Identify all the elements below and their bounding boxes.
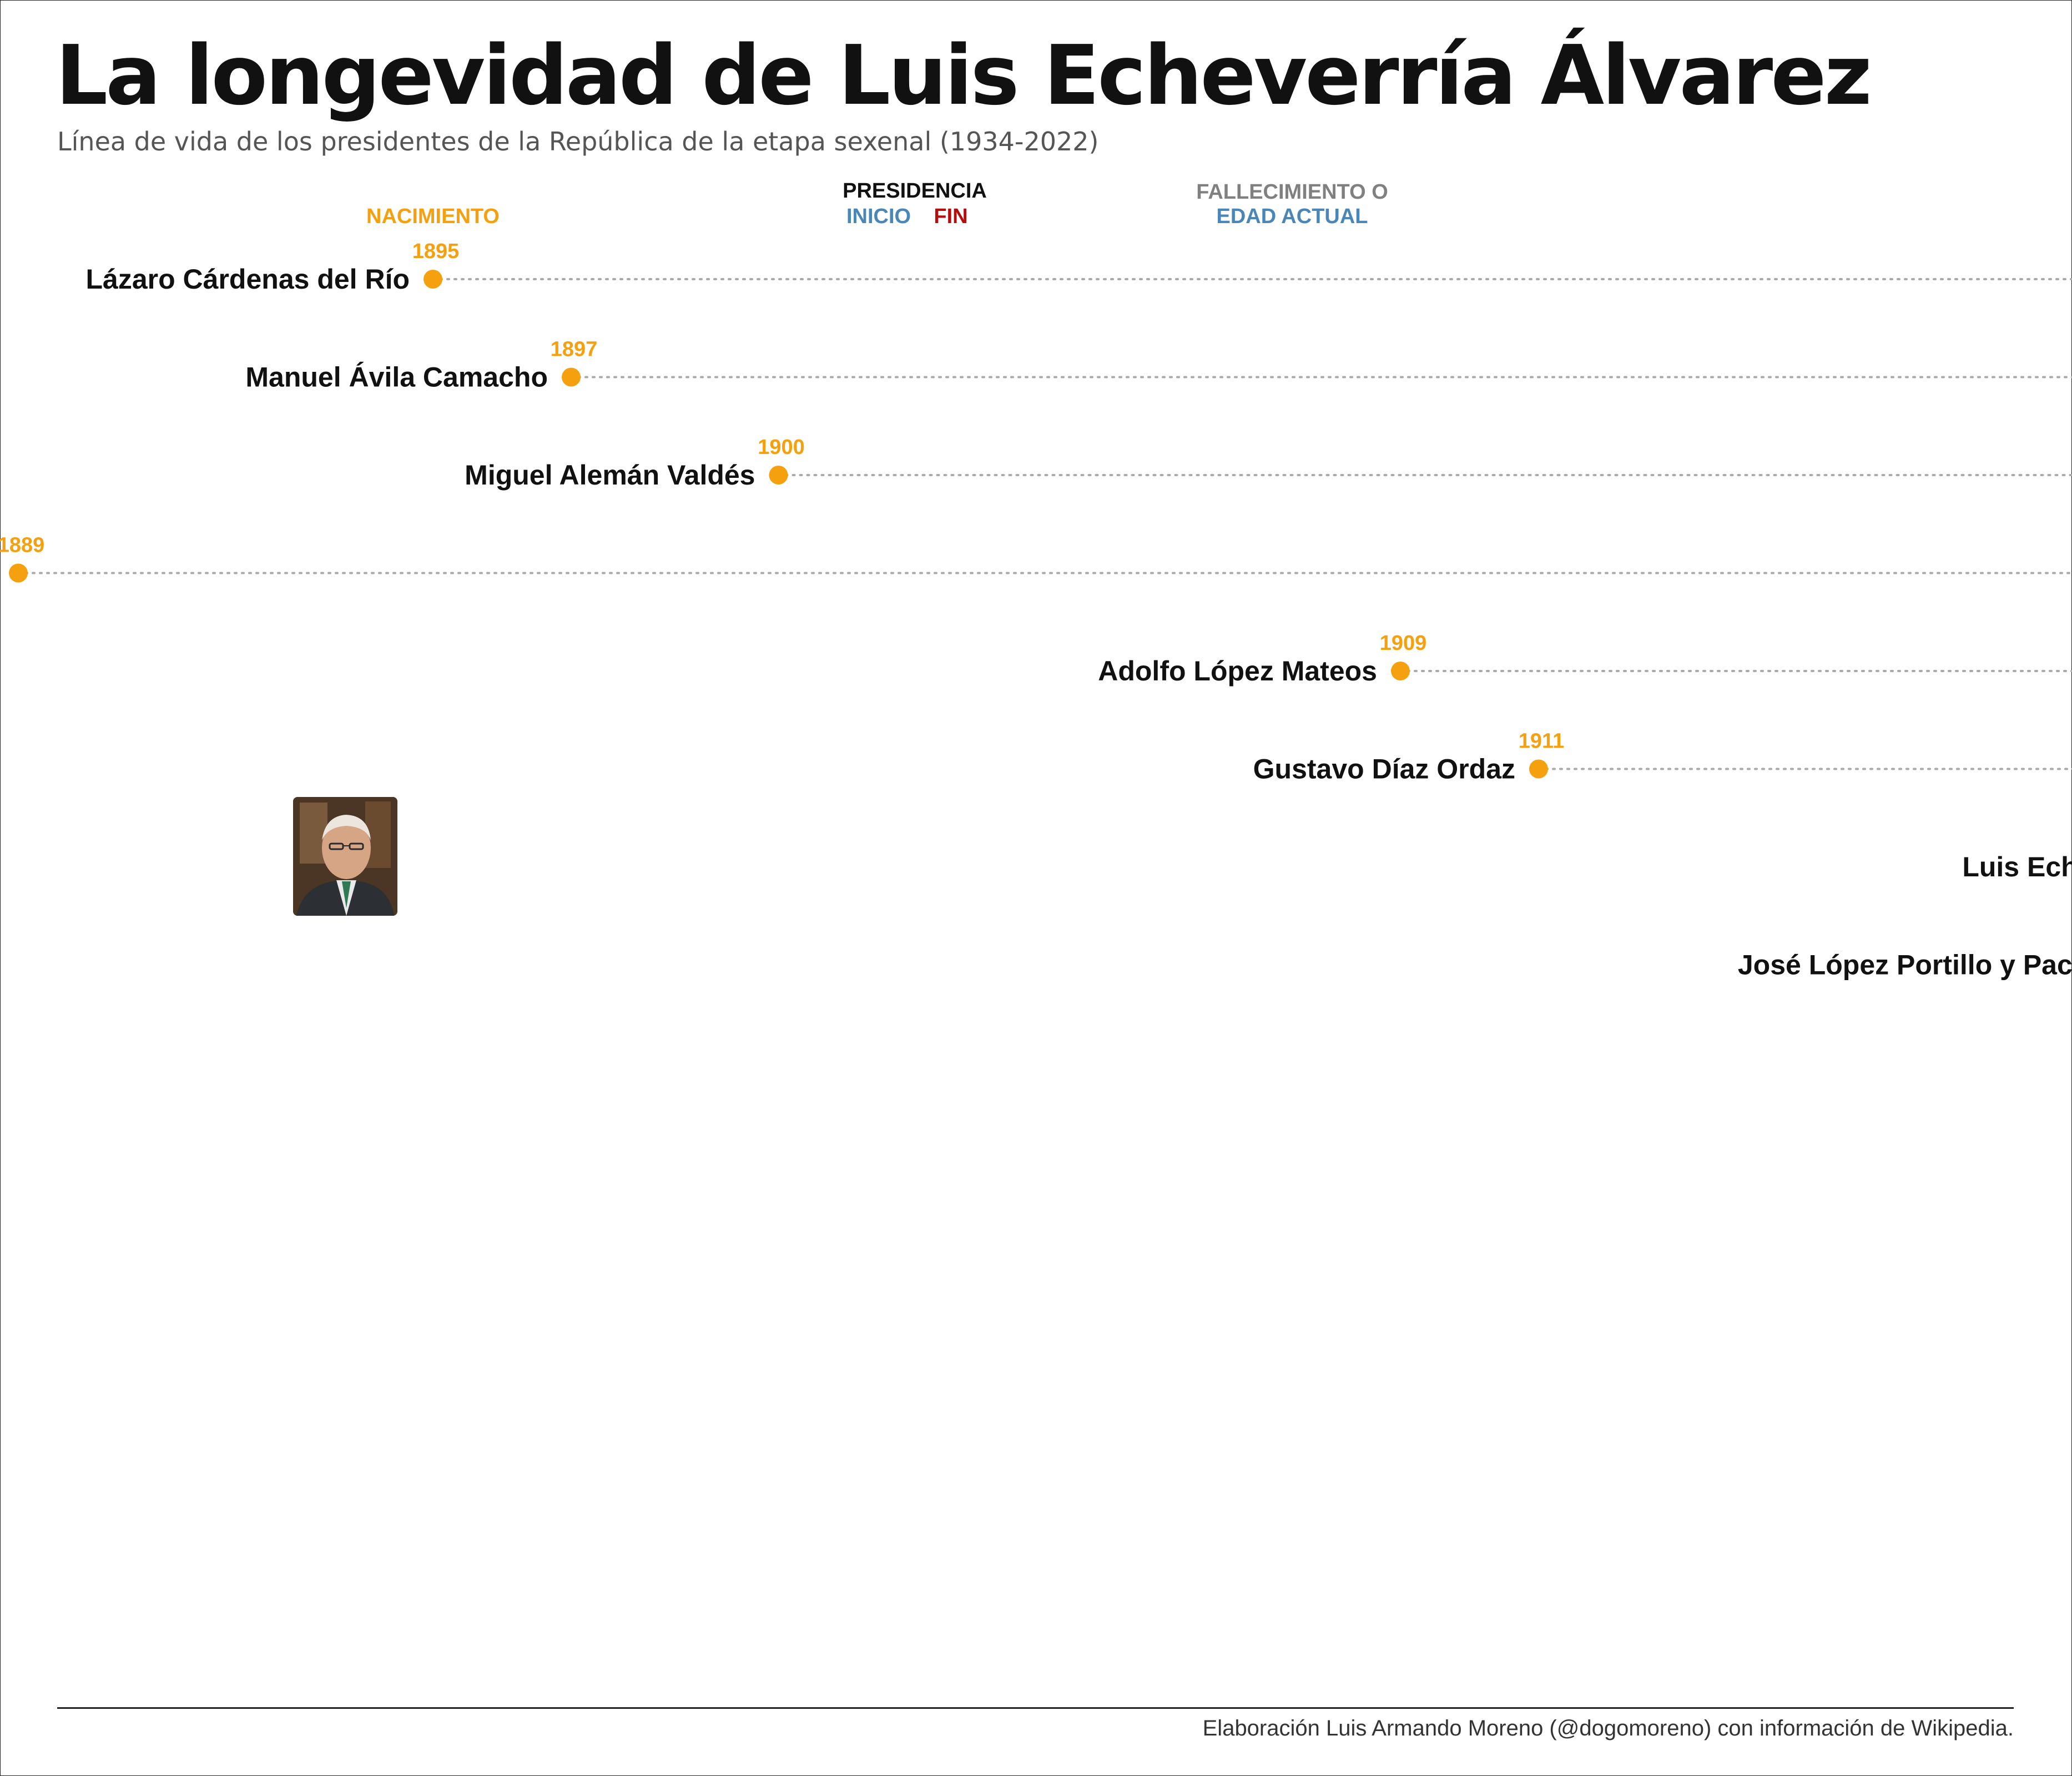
chart-title: La longevidad de Luis Echeverría Álvarez bbox=[56, 28, 1872, 123]
birth-point bbox=[562, 367, 581, 387]
president-name: Luis Echeverría Álvarez bbox=[1962, 851, 2072, 882]
birth-point bbox=[1529, 759, 1548, 779]
legend-presidency: PRESIDENCIA bbox=[843, 179, 987, 203]
footer-rule bbox=[57, 1707, 2014, 1709]
legend-current-age: EDAD ACTUAL bbox=[1216, 205, 1368, 228]
source-credit: Elaboración Luis Armando Moreno (@dogomo… bbox=[1202, 1716, 2014, 1740]
legend-birth: NACIMIENTO bbox=[366, 205, 500, 228]
legend-death: FALLECIMIENTO O bbox=[1196, 180, 1388, 204]
president-name: Lázaro Cárdenas del Río bbox=[86, 264, 410, 295]
birth-year: 1895 bbox=[412, 240, 460, 263]
president-name: Adolfo López Mateos bbox=[1098, 655, 1377, 687]
birth-point bbox=[9, 563, 28, 583]
president-name: Manuel Ávila Camacho bbox=[245, 362, 548, 393]
birth-year: 1889 bbox=[0, 534, 44, 557]
birth-year: 1911 bbox=[1519, 730, 1564, 753]
birth-year: 1897 bbox=[551, 338, 598, 361]
president-name: José López Portillo y Pacheco bbox=[1738, 950, 2072, 981]
birth-point bbox=[769, 466, 788, 485]
birth-point bbox=[424, 270, 442, 289]
president-name: Miguel Alemán Valdés bbox=[465, 460, 755, 491]
president-name: Gustavo Díaz Ordaz bbox=[1253, 754, 1515, 785]
chart-subtitle: Línea de vida de los presidentes de la R… bbox=[57, 127, 1099, 157]
legend-end: FIN bbox=[934, 205, 967, 228]
birth-year: 1909 bbox=[1380, 632, 1427, 655]
legend-start: INICIO bbox=[846, 205, 911, 228]
birth-year: 1900 bbox=[758, 436, 805, 459]
portrait-photo bbox=[293, 797, 397, 916]
birth-point bbox=[1391, 662, 1410, 680]
